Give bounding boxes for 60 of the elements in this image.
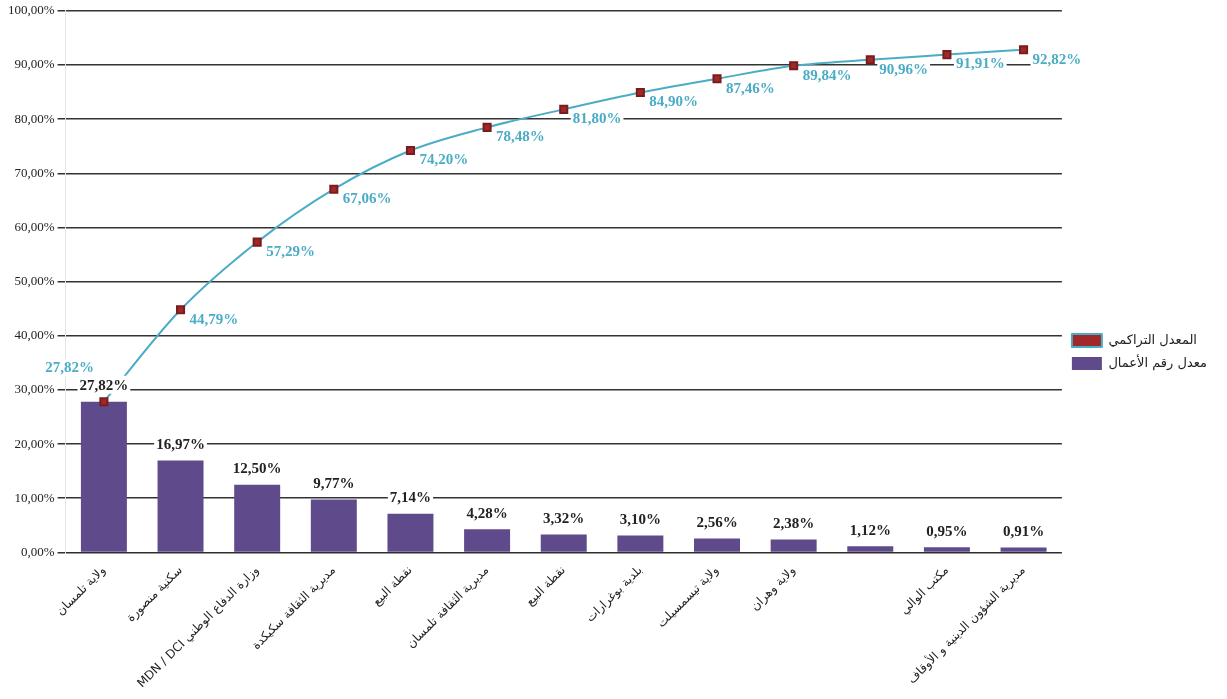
bar	[617, 535, 664, 552]
data-label: 57,29%	[266, 242, 315, 259]
y-tick-label: 40,00%	[14, 327, 55, 343]
x-tick-label: بلدية بوغرارات	[582, 562, 646, 626]
legend-label: معدل رقم الأعمال	[1108, 353, 1208, 371]
data-label: 0,95%	[926, 522, 968, 539]
legend-label: المعدل التراكمي	[1108, 331, 1197, 348]
data-label: 3,32%	[543, 509, 585, 526]
y-tick-label: 0,00%	[20, 543, 55, 559]
data-label: 0,91%	[1002, 522, 1045, 539]
y-tick-label: 90,00%	[14, 56, 55, 72]
x-tick-label: ولاية تلمسان	[53, 562, 109, 619]
data-label: 7,14%	[389, 489, 432, 506]
data-label: 27,82%	[79, 377, 129, 394]
data-label: 3,10%	[619, 510, 661, 527]
data-label: 2,56%	[696, 513, 738, 530]
data-label: 27,82%	[45, 358, 94, 375]
data-label: 67,06%	[342, 190, 392, 207]
data-label: 1,12%	[849, 521, 891, 538]
bar	[387, 513, 434, 552]
data-label: 91,91%	[955, 55, 1005, 72]
bar	[694, 538, 740, 552]
y-tick-label: 30,00%	[14, 381, 55, 397]
data-label: 16,97%	[156, 435, 205, 452]
data-label: 2,38%	[773, 514, 815, 531]
y-tick-label: 100,00%	[7, 2, 55, 18]
data-label: 84,90%	[649, 93, 699, 110]
y-tick-label: 80,00%	[14, 110, 55, 126]
x-tick-label: مكتب الوالي	[897, 562, 952, 618]
data-label: 87,46%	[726, 79, 775, 96]
x-tick-label: نقطة البيع	[522, 562, 569, 609]
y-tick-label: 50,00%	[14, 273, 55, 289]
x-tick-label: نقطة البيع	[369, 562, 415, 609]
bar	[1000, 547, 1047, 552]
data-label: 92,82%	[1032, 50, 1082, 67]
data-label: 78,48%	[496, 128, 545, 145]
bar	[923, 547, 970, 552]
y-tick-label: 20,00%	[14, 435, 55, 451]
data-label: 9,77%	[313, 474, 355, 491]
data-label: 4,28%	[466, 504, 508, 521]
data-label: 44,79%	[189, 310, 239, 327]
x-tick-label: ولاية وهران	[747, 562, 799, 614]
bar	[847, 546, 894, 552]
data-label: 89,84%	[802, 66, 852, 83]
x-tick-label: سكنية منصورة	[123, 562, 186, 626]
data-label: 12,50%	[232, 460, 282, 477]
bar	[80, 401, 127, 552]
bar	[310, 499, 357, 552]
y-tick-label: 10,00%	[14, 489, 55, 505]
bar	[770, 539, 817, 552]
data-label: 90,96%	[879, 60, 929, 77]
bar	[464, 529, 511, 552]
y-tick-label: 60,00%	[14, 218, 55, 234]
data-label: 74,20%	[419, 151, 469, 168]
x-tick-label: ولاية تيسمسيلت	[654, 562, 723, 631]
bar	[157, 460, 204, 552]
bar	[540, 534, 587, 552]
y-tick-label: 70,00%	[14, 164, 55, 180]
bar	[234, 484, 281, 552]
data-label: 81,80%	[572, 110, 622, 127]
